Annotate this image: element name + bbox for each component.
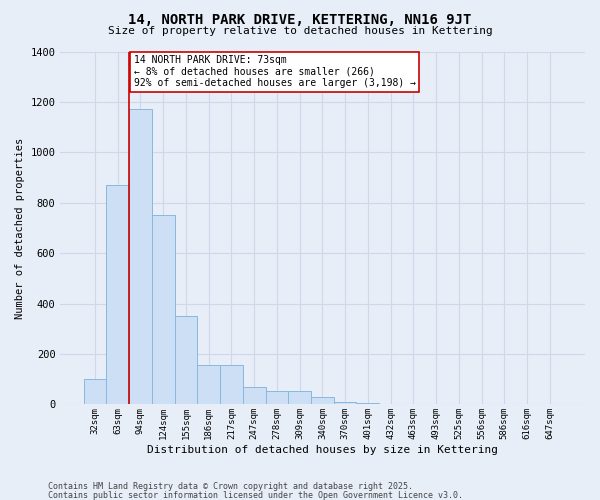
Bar	[266, 390, 288, 404]
X-axis label: Distribution of detached houses by size in Kettering: Distribution of detached houses by size …	[147, 445, 498, 455]
Text: Size of property relative to detached houses in Kettering: Size of property relative to detached ho…	[107, 26, 493, 36]
Bar	[220, 366, 243, 405]
Bar	[83, 379, 106, 404]
Bar	[106, 185, 129, 404]
Bar	[197, 366, 220, 405]
Bar	[311, 397, 334, 404]
Text: 14, NORTH PARK DRIVE, KETTERING, NN16 9JT: 14, NORTH PARK DRIVE, KETTERING, NN16 9J…	[128, 12, 472, 26]
Text: 14 NORTH PARK DRIVE: 73sqm
← 8% of detached houses are smaller (266)
92% of semi: 14 NORTH PARK DRIVE: 73sqm ← 8% of detac…	[134, 56, 416, 88]
Bar	[243, 387, 266, 404]
Bar	[152, 216, 175, 404]
Text: Contains public sector information licensed under the Open Government Licence v3: Contains public sector information licen…	[48, 490, 463, 500]
Bar	[288, 390, 311, 404]
Text: Contains HM Land Registry data © Crown copyright and database right 2025.: Contains HM Land Registry data © Crown c…	[48, 482, 413, 491]
Bar	[356, 403, 379, 404]
Y-axis label: Number of detached properties: Number of detached properties	[15, 138, 25, 318]
Bar	[129, 110, 152, 405]
Bar	[175, 316, 197, 404]
Bar	[334, 402, 356, 404]
